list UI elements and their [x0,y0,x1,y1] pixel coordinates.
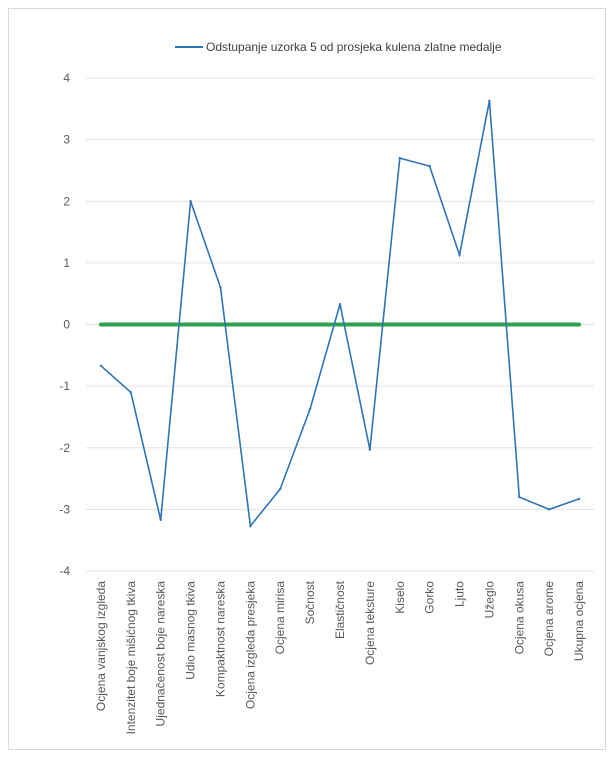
y-tick-label: 0 [63,318,70,332]
data-point [368,448,372,451]
chart-frame [8,8,606,750]
data-point [219,286,222,289]
y-tick-label: -2 [59,441,70,455]
data-point [189,200,192,203]
legend-label: Odstupanje uzorka 5 od prosjeka kulena z… [206,40,502,54]
x-tick-label: Udio masnog tkiva [184,581,198,680]
x-tick-label: Ocjena vanjskog izgleda [94,581,108,711]
x-tick-label: Užeglo [482,581,496,619]
x-tick-label: Kiselo [393,581,407,614]
x-tick-label: Ocjena mirisa [273,581,287,655]
x-tick-label: Ocjena arome [542,581,556,657]
data-point [338,302,342,306]
data-point [308,407,312,411]
x-tick-label: Sočnost [303,580,317,624]
y-tick-label: -3 [59,502,70,516]
x-tick-label: Elastičnost [333,580,347,639]
x-tick-label: Ljuto [453,581,467,607]
data-point [577,497,581,501]
data-point [279,487,282,491]
data-point [99,364,103,367]
x-tick-label: Ocjena okusa [512,581,526,655]
y-tick-label: 2 [63,194,70,208]
x-tick-label: Intenzitet boje mišićnog tkiva [124,581,138,735]
data-point [428,164,431,168]
y-tick-label: 4 [63,71,70,85]
data-point [488,99,491,103]
data-point [249,524,252,528]
data-point [547,508,551,511]
data-point [458,253,461,257]
y-tick-label: -4 [59,564,70,578]
x-tick-label: Gorko [423,581,437,614]
x-tick-label: Kompaktnost nareska [213,581,227,697]
y-tick-label: -1 [59,379,70,393]
data-point [518,495,521,499]
series-line [100,100,580,528]
x-tick-label: Ocjena teksture [363,581,377,665]
data-point [398,156,401,160]
x-tick-label: Ukupna ocjena [572,581,586,661]
data-point [129,391,133,394]
x-tick-label: Ocjena izgleda presjeka [243,581,257,709]
data-point [159,518,162,522]
y-tick-label: 1 [63,256,70,270]
x-tick-label: Ujednačenost boje nareska [154,581,168,727]
y-tick-label: 3 [63,133,70,147]
